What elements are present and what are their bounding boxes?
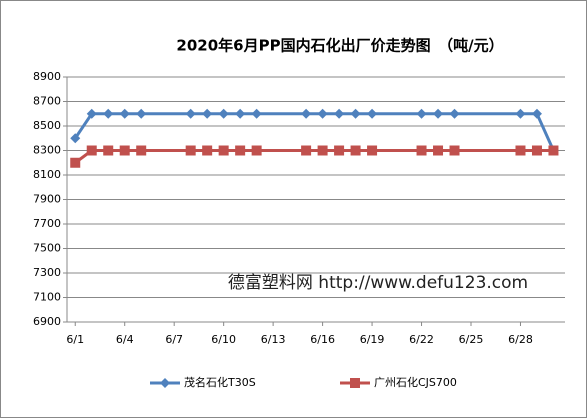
chart-title: 2020年6月PP国内石化出厂价走势图 （吨/元） [176, 37, 503, 55]
y-tick-label: 8300 [33, 144, 61, 157]
legend-marker [350, 378, 360, 388]
x-tick-label: 6/22 [409, 333, 434, 346]
marker [185, 145, 196, 156]
marker [218, 108, 229, 119]
marker [350, 145, 361, 156]
legend-marker [160, 378, 170, 388]
x-tick-label: 6/7 [165, 333, 183, 346]
marker [334, 108, 345, 119]
x-tick-label: 6/1 [66, 333, 84, 346]
y-tick-label: 8700 [33, 95, 61, 108]
marker [515, 108, 526, 119]
y-tick-label: 7500 [33, 242, 61, 255]
marker [433, 108, 444, 119]
x-tick-label: 6/4 [116, 333, 134, 346]
marker [548, 145, 559, 156]
watermark: 德富塑料网 http://www.defu123.com [228, 273, 528, 293]
marker [317, 108, 328, 119]
y-tick-label: 7700 [33, 217, 61, 230]
y-tick-label: 8900 [33, 70, 61, 83]
marker [301, 108, 312, 119]
marker [350, 108, 361, 119]
x-tick-label: 6/19 [360, 333, 385, 346]
marker [136, 108, 147, 119]
marker [515, 145, 526, 156]
marker [251, 108, 262, 119]
marker [367, 108, 378, 119]
y-tick-label: 7300 [33, 266, 61, 279]
y-tick-label: 6900 [33, 315, 61, 328]
x-tick-label: 6/28 [508, 333, 533, 346]
legend-label: 广州石化CJS700 [374, 375, 457, 389]
y-tick-label: 8100 [33, 168, 61, 181]
marker [136, 145, 147, 156]
x-tick-label: 6/16 [310, 333, 335, 346]
marker [449, 145, 460, 156]
y-tick-label: 8500 [33, 119, 61, 132]
marker [202, 108, 213, 119]
marker [103, 108, 114, 119]
y-tick-label: 7100 [33, 291, 61, 304]
marker [433, 145, 444, 156]
marker [317, 145, 328, 156]
marker [119, 145, 130, 156]
marker [334, 145, 345, 156]
y-tick-label: 7900 [33, 193, 61, 206]
x-tick-label: 6/25 [459, 333, 484, 346]
marker [70, 157, 81, 168]
marker [103, 145, 114, 156]
marker [185, 108, 196, 119]
marker [70, 133, 81, 144]
x-tick-label: 6/10 [211, 333, 236, 346]
marker [301, 145, 312, 156]
marker [86, 145, 97, 156]
marker [531, 108, 542, 119]
legend-label: 茂名石化T30S [184, 375, 256, 389]
x-tick-label: 6/13 [261, 333, 286, 346]
marker [449, 108, 460, 119]
marker [235, 108, 246, 119]
marker [119, 108, 130, 119]
marker [251, 145, 262, 156]
marker [202, 145, 213, 156]
marker [416, 108, 427, 119]
marker [235, 145, 246, 156]
marker [416, 145, 427, 156]
marker [531, 145, 542, 156]
marker [367, 145, 378, 156]
marker [86, 108, 97, 119]
marker [218, 145, 229, 156]
